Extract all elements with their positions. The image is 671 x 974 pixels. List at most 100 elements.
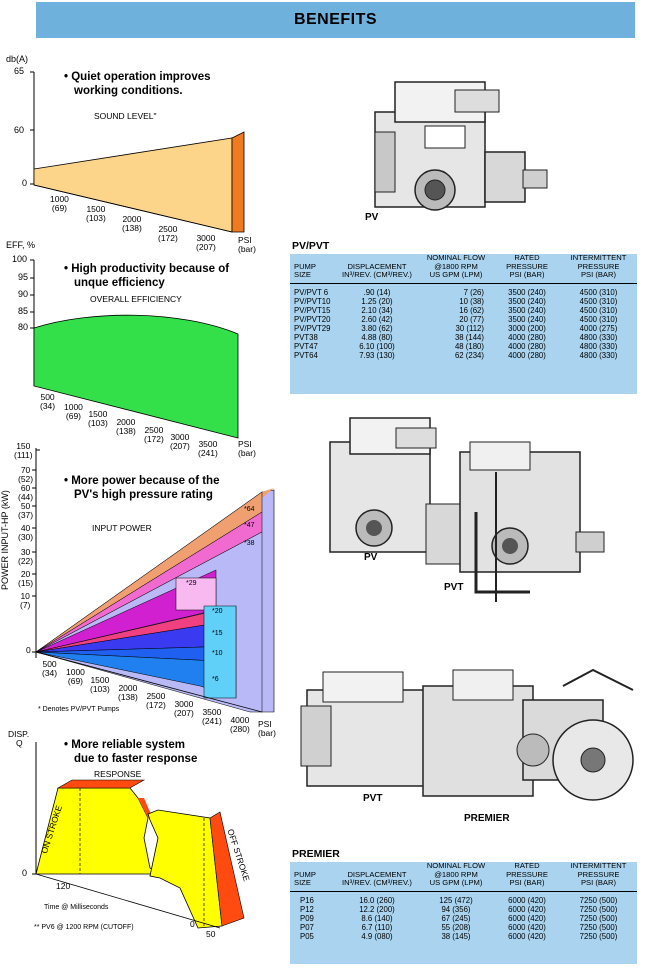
sound-x-axis	[33, 184, 233, 233]
table-cell: 12.2 (200)	[359, 904, 395, 914]
power-tick-label: 0	[26, 645, 31, 655]
label-text: (172)	[158, 233, 178, 243]
column-header: INTERMITTENT PRESSURE PSI (BAR)	[560, 253, 637, 284]
table-cell: 10 (38)	[459, 296, 484, 306]
label-text: (bar)	[238, 244, 256, 254]
table-cell: 2.60 (42)	[361, 314, 393, 324]
label-text: (37)	[18, 510, 34, 520]
label-text: PSI	[238, 439, 252, 449]
table-cell: 6000 (420)	[508, 895, 546, 905]
table-cell: 7 (26)	[463, 287, 484, 297]
label-text: 4000	[230, 715, 250, 725]
label-text: 1000	[66, 667, 85, 677]
table-cell: 2.10 (34)	[361, 305, 393, 315]
table-cell: 3.80 (62)	[361, 323, 393, 333]
power-tick-label: 60 (44)	[18, 484, 33, 502]
table-header-row: PUMP SIZE DISPLACEMENT IN³/REV. (CM³/REV…	[290, 861, 637, 892]
eff-tick-label: 90	[18, 289, 29, 299]
sound-x-tick: 3000 (207)	[196, 234, 216, 252]
table-cell: 6000 (420)	[508, 904, 546, 914]
bullet-line: working conditions.	[74, 85, 183, 97]
table-cell: 94 (356)	[441, 904, 471, 914]
sound-chart-svg	[30, 71, 245, 233]
eff-series-label: OVERALL EFFICIENCY	[90, 294, 182, 304]
table-cell: 7250 (500)	[579, 922, 618, 932]
power-tick-label: 40 (30)	[18, 524, 33, 542]
premier-table-grid: PUMP SIZE DISPLACEMENT IN³/REV. (CM³/REV…	[290, 861, 637, 941]
table-cell: 4500 (310)	[579, 287, 618, 297]
pv-pvt-drawing	[329, 417, 605, 602]
sound-x-tick: 1000 (69)	[50, 195, 69, 213]
table-cell: 4000 (280)	[508, 350, 546, 360]
eff-x-tick: 3000 (207)	[170, 433, 190, 451]
label-text: 2000	[118, 683, 138, 693]
power-footnote: * Denotes PV/PVT Pumps	[38, 706, 120, 713]
bullet-line: • Quiet operation improves	[64, 71, 211, 83]
table-cell: 20 (77)	[459, 314, 484, 324]
table-header-row: PUMP SIZE DISPLACEMENT IN³/REV. (CM³/REV…	[290, 253, 637, 284]
table-cell: 4500 (310)	[579, 305, 618, 315]
eff-tick-label: 95	[18, 272, 29, 282]
table-cell: .90 (14)	[363, 287, 391, 297]
label-text: 10	[20, 591, 30, 601]
label-text: PSI	[258, 719, 272, 729]
response-chart: DISP. Q 0 • More reliable system due to f…	[0, 728, 290, 969]
bullet-line: due to faster response	[74, 753, 198, 765]
table-row: P16 16.0 (260) 125 (472) 6000 (420) 7250 (50…	[290, 896, 637, 905]
table-cell: 3500 (240)	[508, 287, 546, 297]
table-cell: 7250 (500)	[579, 904, 618, 914]
eff-tick-label: 100	[12, 254, 28, 264]
eff-x-tick: 2000 (138)	[116, 418, 136, 436]
label-text: 1000	[50, 194, 69, 204]
table-cell: PV/PVT15	[294, 305, 331, 315]
table-row: P07 6.7 (110) 55 (208) 6000 (420) 7250 (500)	[290, 923, 637, 932]
page-title: BENEFITS	[293, 11, 378, 28]
table-cell: 55 (208)	[441, 922, 471, 932]
label-text: 30	[20, 547, 31, 557]
table-cell: 1.25 (20)	[361, 296, 393, 306]
power-x-tick: 1500 (103)	[90, 676, 110, 694]
response-top-edge	[56, 779, 146, 789]
power-x-tick: 3500 (241)	[202, 708, 222, 726]
table-cell: PV/PVT20	[294, 314, 331, 324]
power-pump-label: *10	[212, 650, 223, 657]
table-cell: 3500 (240)	[508, 305, 546, 315]
sound-bullet: • Quiet operation improves working condi…	[64, 70, 211, 98]
label-text: (22)	[18, 556, 34, 566]
pv-pump-drawing	[374, 81, 548, 211]
eff-tick-label: 80	[18, 322, 29, 332]
label-text: (bar)	[258, 728, 276, 738]
power-x-tick: 2500 (172)	[146, 692, 166, 710]
label-text: (30)	[18, 532, 34, 542]
power-y-axis-label: POWER INPUT-HP (kW)	[0, 490, 10, 590]
label-text: (103)	[88, 418, 108, 428]
response-x-right-50: 50	[206, 929, 216, 939]
pv-image-label: PV	[365, 212, 379, 223]
power-pump-label: *20	[212, 608, 223, 615]
table-row: P05 4.9 (080) 38 (145) 6000 (420) 7250 (500)	[290, 932, 637, 941]
label-text: 70	[20, 465, 31, 475]
sound-chart: db(A) 65 60 0 • Quiet operation improves…	[0, 50, 290, 254]
power-x-tick: 1000 (69)	[66, 668, 85, 686]
table-cell: 4800 (330)	[579, 341, 618, 351]
label-text: (103)	[86, 213, 106, 223]
label-text: 2000	[122, 214, 142, 224]
eff-x-tick: 1500 (103)	[88, 410, 108, 428]
response-x-axis	[35, 873, 221, 929]
label-text: (7)	[20, 600, 31, 610]
power-label-box-29	[175, 577, 217, 611]
pv-pvt-pump-image: PV PVT	[300, 412, 620, 602]
response-unit: DISP. Q	[8, 730, 29, 748]
table-cell: 7250 (500)	[579, 913, 618, 923]
sound-tick-label: 65	[14, 66, 25, 76]
power-tick-label: 150 (111)	[14, 442, 33, 460]
label-text: (52)	[18, 474, 34, 484]
table-cell: 3000 (200)	[508, 323, 546, 333]
table-cell: 8.6 (140)	[361, 913, 393, 923]
table-cell: 62 (234)	[454, 350, 484, 360]
table-cell: PV/PVT29	[294, 323, 331, 333]
eff-x-tick: 1000 (69)	[64, 403, 83, 421]
bullet-line: PV's high pressure rating	[74, 489, 213, 501]
column-header: RATED PRESSURE PSI (BAR)	[494, 253, 560, 284]
label-text: (138)	[122, 223, 142, 233]
